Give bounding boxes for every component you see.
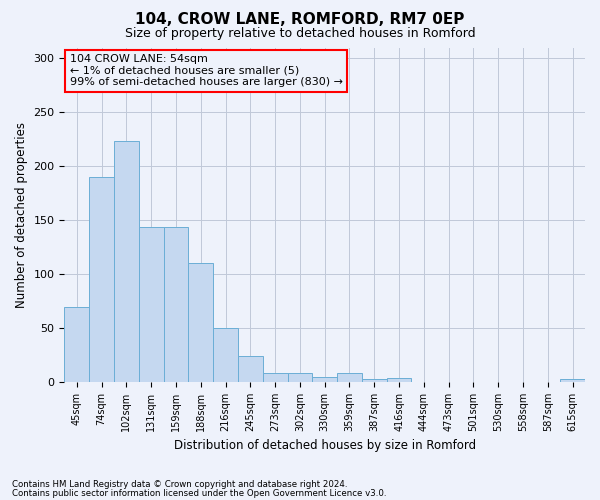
Bar (188, 264, 213, 382)
Bar (263, 374, 287, 382)
Bar (89, 177, 114, 382)
Bar (386, 378, 412, 382)
Bar (139, 226, 164, 382)
Bar (313, 376, 337, 382)
Bar (213, 328, 238, 382)
Text: Contains HM Land Registry data © Crown copyright and database right 2024.: Contains HM Land Registry data © Crown c… (12, 480, 347, 489)
Text: Size of property relative to detached houses in Romford: Size of property relative to detached ho… (125, 28, 475, 40)
Bar (362, 379, 386, 382)
Bar (64, 306, 89, 382)
Text: 104, CROW LANE, ROMFORD, RM7 0EP: 104, CROW LANE, ROMFORD, RM7 0EP (136, 12, 464, 28)
X-axis label: Distribution of detached houses by size in Romford: Distribution of detached houses by size … (173, 440, 476, 452)
Text: 104 CROW LANE: 54sqm
← 1% of detached houses are smaller (5)
99% of semi-detache: 104 CROW LANE: 54sqm ← 1% of detached ho… (70, 54, 343, 88)
Bar (287, 374, 313, 382)
Bar (164, 226, 188, 382)
Bar (114, 142, 139, 382)
Y-axis label: Number of detached properties: Number of detached properties (15, 122, 28, 308)
Bar (337, 374, 362, 382)
Bar (238, 356, 263, 382)
Bar (560, 379, 585, 382)
Text: Contains public sector information licensed under the Open Government Licence v3: Contains public sector information licen… (12, 488, 386, 498)
